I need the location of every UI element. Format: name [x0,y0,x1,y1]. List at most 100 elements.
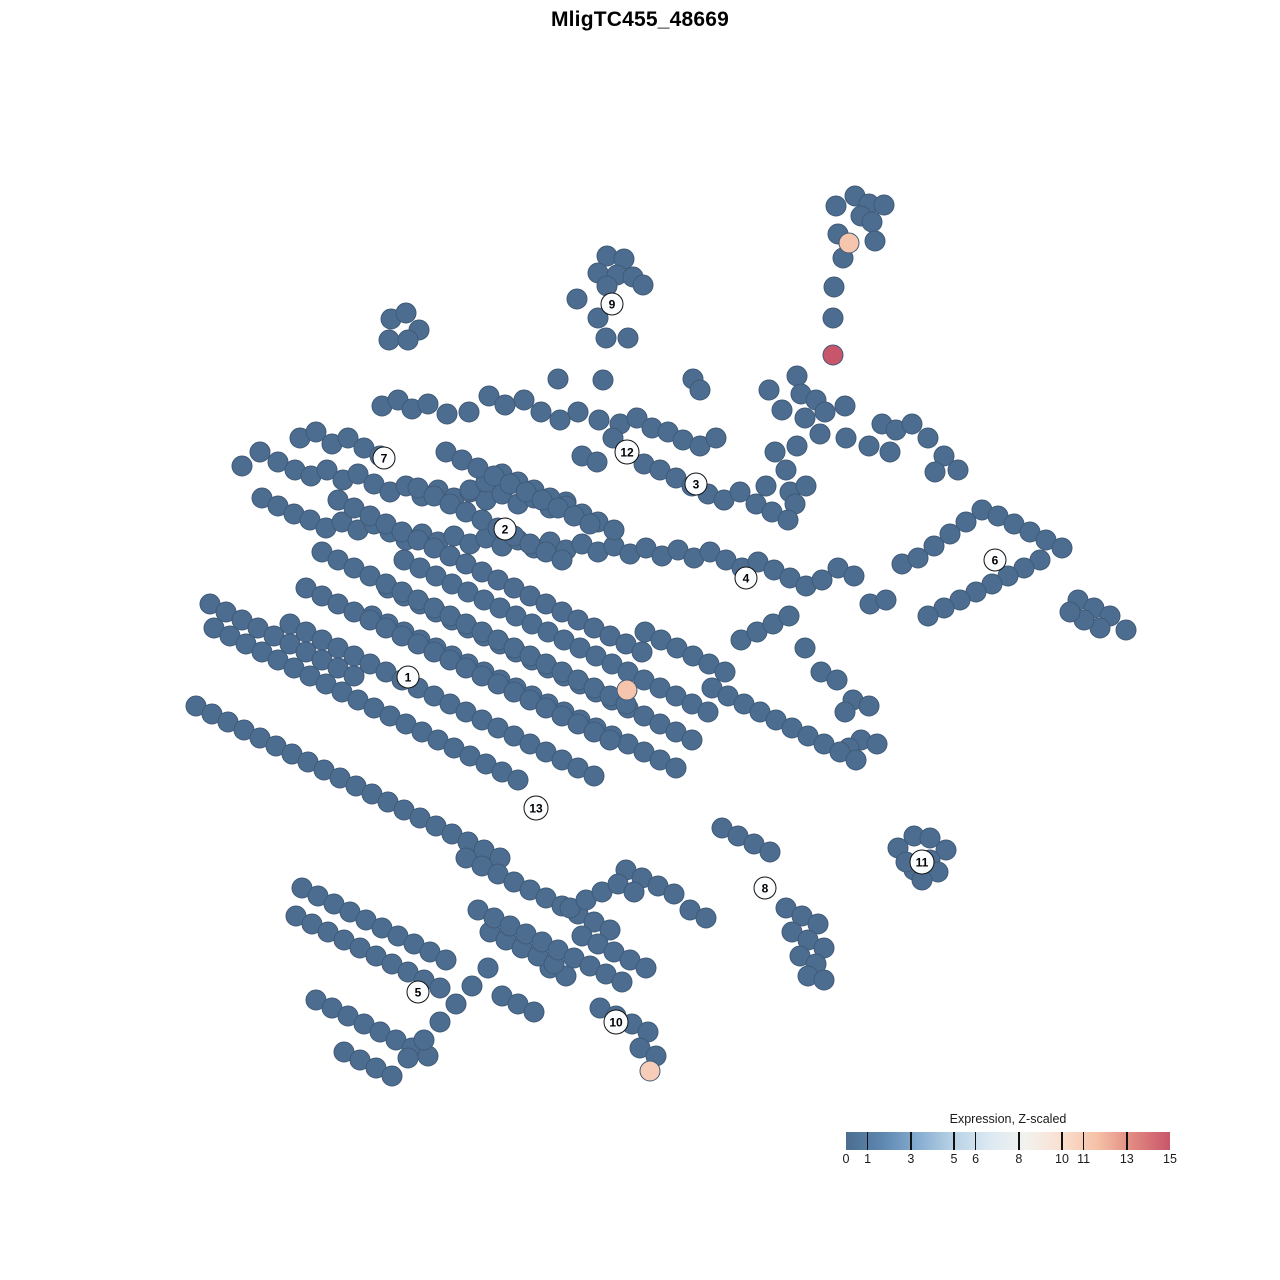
scatter-point [1115,619,1137,641]
scatter-point [759,841,781,863]
scatter-point [586,451,608,473]
scatter-point [378,329,400,351]
scatter-point [875,589,897,611]
scatter-point [551,549,573,571]
page-title: MligTC455_48669 [550,8,730,31]
scatter-point [795,475,817,497]
cluster-label-2[interactable]: 2 [493,517,517,541]
scatter-point [507,769,529,791]
cluster-label-8[interactable]: 8 [753,876,777,900]
scatter-point [595,327,617,349]
scatter-point-highlighted [838,232,860,254]
scatter-point [955,511,977,533]
scatter-point [567,401,589,423]
scatter-point [458,401,480,423]
scatter-point [935,839,957,861]
colorbar-tick [1082,1132,1085,1150]
scatter-point [665,757,687,779]
scatter-point [397,329,419,351]
colorbar-tick-label: 15 [1163,1152,1177,1166]
scatter-point [901,413,923,435]
colorbar-tick-label: 5 [950,1152,958,1166]
scatter-point [843,565,865,587]
scatter-point [632,274,654,296]
scatter-point [729,481,751,503]
scatter-point [478,385,500,407]
colorbar-track [846,1132,1170,1150]
colorbar-tick [1061,1132,1063,1150]
scatter-point [689,379,711,401]
scatter-point [917,427,939,449]
scatter-point [786,435,808,457]
scatter-point [919,827,941,849]
scatter-point [436,403,458,425]
cluster-label-12[interactable]: 12 [614,439,640,465]
scatter-point [588,409,610,431]
scatter-point [858,435,880,457]
scatter-point [873,194,895,216]
cluster-label-10[interactable]: 10 [603,1009,629,1035]
scatter-point [513,389,535,411]
scatter-point [939,523,961,545]
cluster-label-4[interactable]: 4 [734,566,758,590]
colorbar-tick-label: 6 [972,1152,980,1166]
scatter-point [461,975,483,997]
scatter-point [864,230,886,252]
scatter-point [858,695,880,717]
scatter-point [599,729,621,751]
scatter-point [587,307,609,329]
scatter-point-highlighted [822,344,844,366]
scatter-point [697,701,719,723]
scatter-point [316,459,338,481]
cluster-label-3[interactable]: 3 [684,472,708,496]
cluster-label-11[interactable]: 11 [909,849,935,875]
scatter-point [775,459,797,481]
scatter-point [417,393,439,415]
scatter-point [794,407,816,429]
cluster-label-5[interactable]: 5 [406,980,430,1004]
scatter-point [494,394,516,416]
colorbar-tick [866,1132,869,1150]
scatter-point [249,441,271,463]
scatter-point [429,1011,451,1033]
scatter-point [617,327,639,349]
scatter-point [603,519,625,541]
scatter-point [635,957,657,979]
scatter-point [813,969,835,991]
cluster-label-7[interactable]: 7 [372,446,396,470]
scatter-point [778,605,800,627]
scatter-point [1051,537,1073,559]
scatter-point-highlighted [616,679,638,701]
scatter-point [835,427,857,449]
scatter-point [705,427,727,449]
scatter-point [549,409,571,431]
cluster-label-9[interactable]: 9 [600,292,624,316]
scatter-point [933,445,955,467]
scatter-point [347,463,369,485]
scatter-point [823,276,845,298]
colorbar-legend: Expression, Z-scaled 0 1 3 5 6 8 10 11 13 15 [843,1112,1177,1174]
scatter-point [631,641,653,663]
scatter-point [626,407,648,429]
scatter-point [866,733,888,755]
scatter-point [861,211,883,233]
scatter-point [907,547,929,569]
scatter-point [809,423,831,445]
colorbar-gradient [846,1132,1170,1150]
scatter-point [599,919,621,941]
scatter-point [771,399,793,421]
cluster-label-6[interactable]: 6 [983,548,1007,572]
scatter-point [429,977,451,999]
scatter-point [807,913,829,935]
scatter-point [845,749,867,771]
scatter-point [834,701,856,723]
scatter-point [435,949,457,971]
cluster-label-1[interactable]: 1 [396,665,420,689]
scatter-point [923,535,945,557]
scatter-point [523,1001,545,1023]
scatter-point [826,669,848,691]
legend-title: Expression, Z-scaled [949,1112,1067,1126]
cluster-label-13[interactable]: 13 [523,795,549,821]
scatter-point [695,907,717,929]
